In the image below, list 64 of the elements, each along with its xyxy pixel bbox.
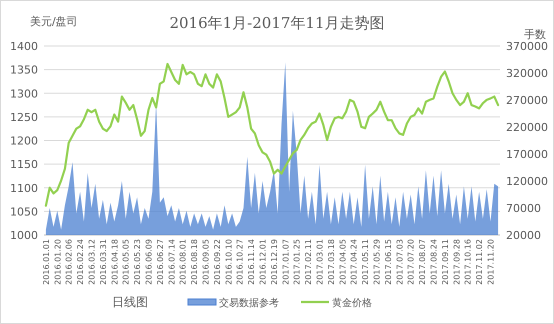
- x-tick-label: 2016.05.23: [133, 239, 142, 285]
- x-tick-label: 2016.02.24: [76, 239, 86, 285]
- y2-tick-label: 170000: [506, 148, 548, 161]
- x-tick-label: 2016.08.18: [190, 239, 200, 285]
- y-tick-label: 1100: [10, 182, 38, 195]
- x-tick-label: 2017.11.02: [475, 239, 484, 285]
- x-tick-label: 2016.11.14: [247, 239, 256, 285]
- y2-tick-label: 270000: [506, 94, 548, 107]
- x-tick-label: 2017.01.25: [292, 239, 302, 285]
- x-tick-label: 2017.03.18: [326, 239, 336, 285]
- y2-axis-title: 手数: [524, 28, 546, 41]
- y-tick-label: 1200: [10, 134, 38, 148]
- y2-tick-label: 70000: [506, 202, 541, 215]
- x-tick-label: 2017.02.11: [304, 239, 314, 285]
- x-tick-label: 2016.08.01: [178, 239, 188, 285]
- x-tick-label: 2017.07.20: [406, 239, 416, 285]
- x-tick-label: 2017.06.15: [384, 239, 393, 285]
- x-tick-label: 2017.05.11: [361, 239, 370, 285]
- x-tick-label: 2016.12.19: [270, 239, 279, 285]
- x-tick-label: 2017.01.07: [281, 239, 290, 285]
- y-tick-label: 1150: [10, 158, 38, 172]
- x-tick-label: 2017.08.24: [430, 239, 438, 285]
- x-tick-label: 2017.08.07: [418, 239, 428, 285]
- x-tick-label: 2016.09.22: [212, 239, 222, 285]
- x-tick-label: 2017.04.24: [350, 239, 359, 285]
- y-tick-label: 1300: [10, 87, 38, 100]
- x-tick-label: 2016.02.06: [64, 239, 74, 285]
- x-tick-label: 2017.09.28: [452, 239, 462, 285]
- x-tick-label: 2017.11.20: [486, 239, 496, 285]
- y2-tick-label: 370000: [506, 40, 548, 53]
- x-tick-label: 2016.12.01: [258, 239, 268, 285]
- y2-tick-label: 220000: [506, 121, 548, 134]
- y2-tick-label: 120000: [506, 175, 548, 188]
- line-series: [44, 62, 500, 207]
- x-tick-label: 2016.07.14: [167, 239, 176, 285]
- y-tick-label: 1250: [10, 110, 38, 124]
- x-tick-label: 2017.04.05: [338, 239, 348, 285]
- legend-label: 黄金价格: [332, 297, 372, 309]
- legend-label: 交易数据参考: [219, 297, 279, 309]
- x-tick-label: 2016.01.01: [42, 239, 51, 285]
- x-tick-label: 2016.04.18: [110, 239, 120, 285]
- x-tick-label: 2016.06.09: [144, 239, 154, 285]
- x-tick-label: 2017.09.11: [440, 239, 450, 285]
- y2-tick-label: 20000: [506, 229, 541, 242]
- x-tick-label: 2016.09.05: [202, 239, 210, 285]
- x-tick-label: 2017.05.29: [372, 239, 382, 285]
- x-tick-label: 2017.10.16: [464, 239, 473, 285]
- y-axis-title: 美元/盘司: [30, 15, 78, 28]
- x-tick-label: 2016.10.27: [236, 239, 245, 285]
- x-tick-label: 2017.03.01: [316, 239, 324, 285]
- x-tick-label: 2016.03.31: [98, 239, 108, 285]
- y-tick-label: 1050: [10, 205, 38, 218]
- x-tick-label: 2016.06.27: [156, 239, 165, 285]
- x-tick-label: 2016.01.20: [53, 239, 62, 285]
- y-tick-label: 1350: [10, 64, 38, 77]
- x-tick-label: 2016.05.05: [122, 239, 131, 285]
- y2-tick-label: 320000: [506, 67, 548, 80]
- y-tick-label: 1000: [10, 229, 38, 242]
- y-tick-label: 1400: [10, 40, 38, 53]
- chart-title: 2016年1月-2017年11月走势图: [169, 14, 385, 32]
- x-tick-label: 2016.03.12: [88, 239, 96, 285]
- text: 日线图: [112, 295, 148, 309]
- x-tick-label: 2016.10.10: [224, 239, 234, 285]
- x-tick-label: 2017.07.03: [395, 239, 404, 285]
